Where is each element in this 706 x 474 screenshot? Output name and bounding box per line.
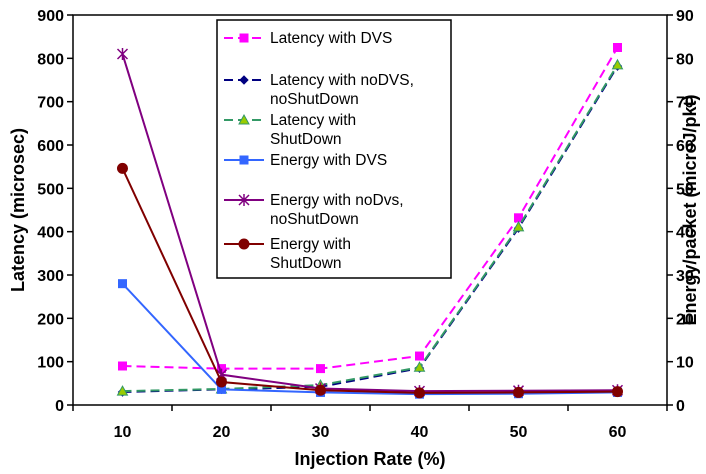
series-line <box>121 167 618 394</box>
data-point <box>316 364 325 374</box>
data-point <box>216 376 227 388</box>
y2-axis-title: Energy/packet (microJ/pkt) <box>680 94 700 325</box>
data-point <box>513 386 524 398</box>
axes: 0 100 200 300 400 500 600 700 800 900 0 10 20 30 40 50 6… <box>37 8 694 441</box>
data-point <box>116 385 129 396</box>
series-group <box>116 43 624 399</box>
x-tick-label: 20 <box>213 424 231 441</box>
y2-tick-label: 40 <box>676 225 694 242</box>
legend-entry: Latency with ShutDown <box>224 112 356 148</box>
y2-tick-label: 50 <box>676 181 694 198</box>
data-point <box>118 361 127 371</box>
legend-label: Latency with DVS <box>270 30 392 47</box>
legend-label: Energy with DVS <box>270 152 387 169</box>
data-point <box>118 279 127 289</box>
legend-entry: Energy with noDvs, noShutDown <box>224 192 404 228</box>
x-tick-label: 40 <box>411 424 429 441</box>
data-point <box>116 48 129 60</box>
y-tick-label: 100 <box>37 355 64 372</box>
legend-label: noShutDown <box>270 91 359 108</box>
data-point <box>415 351 424 361</box>
legend-swatch-marker <box>238 194 250 206</box>
legend-entry: Energy with ShutDown <box>224 236 351 272</box>
x-tick-label: 30 <box>312 424 330 441</box>
legend-label: Energy with <box>270 236 351 253</box>
series-line <box>121 53 618 393</box>
legend-entry: Energy with DVS <box>224 152 387 169</box>
y2-tick-label: 80 <box>676 51 694 68</box>
y2-tick-label: 20 <box>676 311 694 328</box>
data-point <box>413 361 426 372</box>
y2-tick-label: 10 <box>676 355 694 372</box>
legend-label: noShutDown <box>270 211 359 228</box>
series-line <box>121 282 618 396</box>
y-tick-label: 500 <box>37 181 64 198</box>
y-tick-label: 300 <box>37 268 64 285</box>
y2-tick-label: 0 <box>676 398 685 415</box>
legend-swatch-marker <box>238 113 250 125</box>
y-axis-title: Latency (microsec) <box>8 128 28 292</box>
series-1 <box>118 43 622 374</box>
y-tick-label: 900 <box>37 8 64 25</box>
y2-tick-label: 30 <box>676 268 694 285</box>
legend-swatch-marker <box>238 238 250 250</box>
data-point <box>414 387 425 399</box>
data-point <box>612 386 623 398</box>
legend-swatch-marker <box>239 33 249 43</box>
legend-label: ShutDown <box>270 131 342 148</box>
y2-tick-label: 70 <box>676 95 694 112</box>
y2-tick-label: 90 <box>676 8 694 25</box>
y-tick-label: 400 <box>37 225 64 242</box>
data-point <box>613 43 622 52</box>
legend-swatch-marker <box>239 155 249 165</box>
y2-tick-label: 60 <box>676 138 694 155</box>
data-point <box>512 220 525 232</box>
data-point <box>315 384 326 396</box>
data-point <box>611 58 624 70</box>
y-tick-label: 200 <box>37 311 64 328</box>
x-tick-label: 60 <box>609 424 627 441</box>
x-tick-label: 50 <box>510 424 528 441</box>
data-point <box>117 162 128 174</box>
legend: Latency with DVS Latency with noDVS, noShu… <box>216 19 452 279</box>
series-6 <box>117 162 623 399</box>
y-tick-label: 700 <box>37 95 64 112</box>
y-tick-label: 800 <box>37 51 64 68</box>
series-4 <box>118 279 622 399</box>
x-axis-title: Injection Rate (%) <box>294 449 445 469</box>
legend-label: ShutDown <box>270 255 342 272</box>
legend-box <box>216 19 452 279</box>
x-tick-label: 10 <box>114 424 132 441</box>
y-tick-label: 600 <box>37 138 64 155</box>
legend-entry: Latency with DVS <box>224 30 392 47</box>
legend-entry: Latency with noDVS, noShutDown <box>224 72 414 108</box>
y-tick-label: 0 <box>55 398 64 415</box>
legend-label: Latency with noDVS, <box>270 72 414 89</box>
legend-swatch-marker <box>239 75 249 85</box>
legend-label: Latency with <box>270 112 356 129</box>
legend-label: Energy with noDvs, <box>270 192 404 209</box>
